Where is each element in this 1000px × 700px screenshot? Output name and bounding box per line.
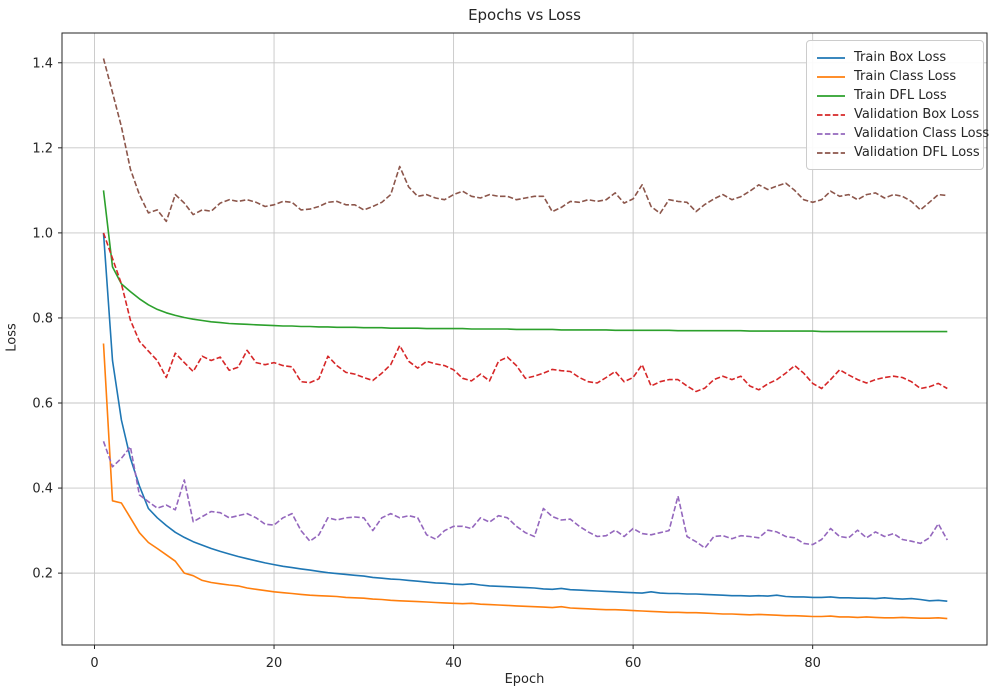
x-tick-label: 40 bbox=[445, 656, 462, 671]
series-line-train-dfl-loss bbox=[102, 190, 948, 333]
y-tick-label: 1.2 bbox=[32, 141, 53, 156]
legend-line-sample bbox=[817, 151, 845, 154]
legend-label: Train Class Loss bbox=[854, 69, 957, 84]
series-line-train-box-loss bbox=[102, 232, 948, 602]
axes-frame bbox=[61, 32, 988, 646]
y-tick-label: 0.4 bbox=[32, 482, 53, 497]
y-tick-label: 1.0 bbox=[32, 226, 53, 241]
x-axis-label: Epoch bbox=[504, 672, 545, 687]
legend: Train Box Loss Train Class Loss Train DFL … bbox=[806, 40, 989, 170]
legend-item-validation-box-loss: Validation Box Loss bbox=[816, 105, 979, 124]
legend-line-sample bbox=[817, 94, 845, 97]
x-tick-label: 80 bbox=[804, 656, 821, 671]
legend-item-validation-class-loss: Validation Class Loss bbox=[816, 124, 989, 143]
series-line-validation-dfl-loss bbox=[102, 58, 948, 223]
y-tick-label: 0.6 bbox=[32, 397, 53, 412]
legend-label: Train DFL Loss bbox=[854, 88, 947, 103]
y-tick-label: 1.4 bbox=[32, 56, 53, 71]
series-line-train-class-loss bbox=[102, 343, 948, 620]
x-tick-label: 60 bbox=[625, 656, 642, 671]
legend-label: Validation Class Loss bbox=[854, 126, 990, 141]
y-tick-label: 0.2 bbox=[32, 567, 53, 582]
legend-item-validation-dfl-loss: Validation DFL Loss bbox=[816, 143, 980, 162]
legend-line-sample bbox=[817, 56, 845, 59]
legend-item-train-box-loss: Train Box Loss bbox=[816, 48, 974, 67]
y-tick-label: 0.8 bbox=[32, 311, 53, 326]
series-line-validation-class-loss bbox=[102, 441, 948, 549]
series-line-validation-box-loss bbox=[102, 232, 948, 393]
x-tick-label: 0 bbox=[90, 656, 98, 671]
x-tick-label: 20 bbox=[266, 656, 283, 671]
legend-item-train-class-loss: Train Class Loss bbox=[816, 67, 974, 86]
legend-line-sample bbox=[817, 75, 845, 78]
legend-label: Validation DFL Loss bbox=[854, 145, 980, 160]
chart-title: Epochs vs Loss bbox=[468, 6, 581, 24]
legend-item-train-dfl-loss: Train DFL Loss bbox=[816, 86, 974, 105]
y-axis-label: Loss bbox=[4, 323, 20, 352]
legend-line-sample bbox=[817, 113, 845, 116]
legend-label: Train Box Loss bbox=[854, 50, 947, 65]
legend-label: Validation Box Loss bbox=[854, 107, 980, 122]
legend-line-sample bbox=[817, 132, 845, 135]
